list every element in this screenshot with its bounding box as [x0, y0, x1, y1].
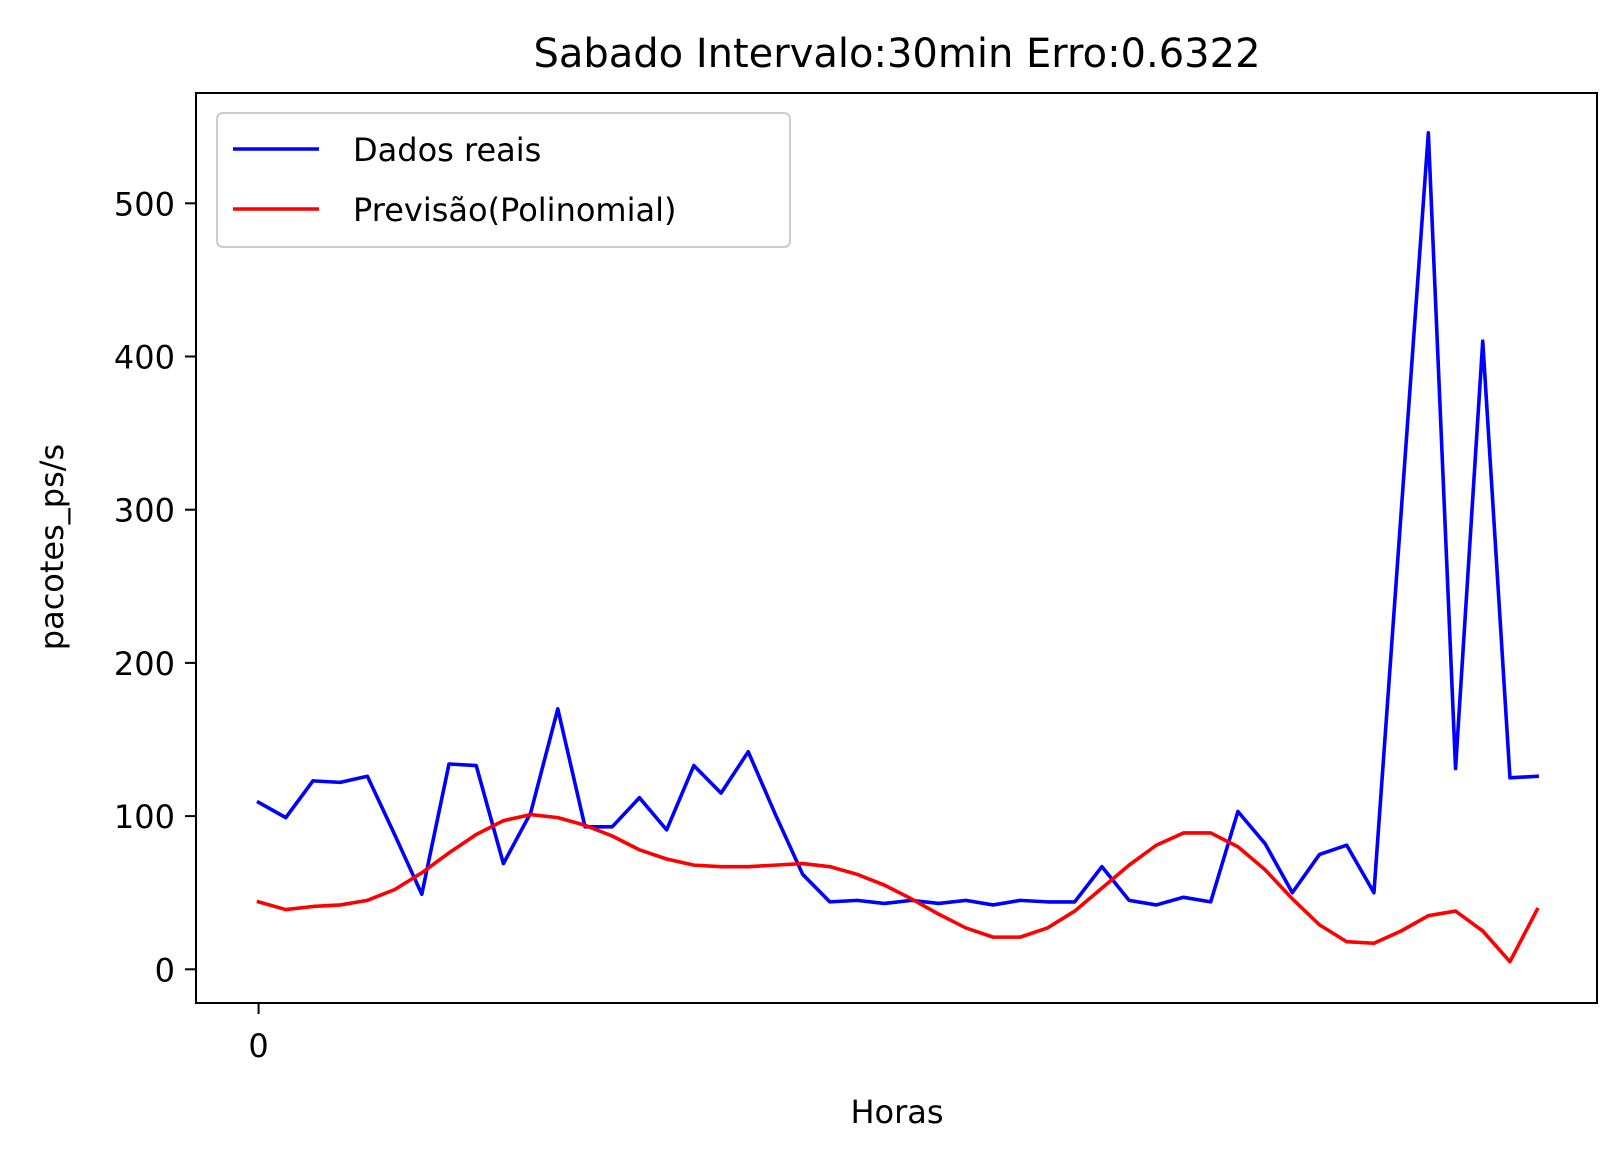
legend-label-dados-reais: Dados reais — [353, 131, 541, 169]
legend: Dados reais Previsão(Polinomial) — [216, 112, 791, 248]
y-tick-label: 200 — [114, 645, 175, 683]
y-tick-label: 400 — [114, 339, 175, 377]
legend-label-previsao: Previsão(Polinomial) — [353, 191, 676, 229]
chart-title: Sabado Intervalo:30min Erro:0.6322 — [533, 31, 1260, 77]
y-tick-label: 0 — [155, 951, 175, 989]
plot-area: 0 100 200 300 400 500 0 — [114, 92, 1598, 1065]
legend-frame — [216, 112, 791, 248]
y-tick-label: 100 — [114, 798, 175, 836]
x-axis-label: Horas — [850, 1093, 943, 1131]
axes-frame — [195, 92, 1598, 1004]
series-line-dados-reais — [256, 131, 1540, 907]
y-tick-label: 500 — [114, 185, 175, 223]
series-line-previsao — [256, 812, 1540, 964]
y-axis-label: pacotes_ps/s — [33, 444, 71, 650]
y-tick-label: 300 — [114, 492, 175, 530]
x-tick-label: 0 — [248, 1027, 268, 1065]
